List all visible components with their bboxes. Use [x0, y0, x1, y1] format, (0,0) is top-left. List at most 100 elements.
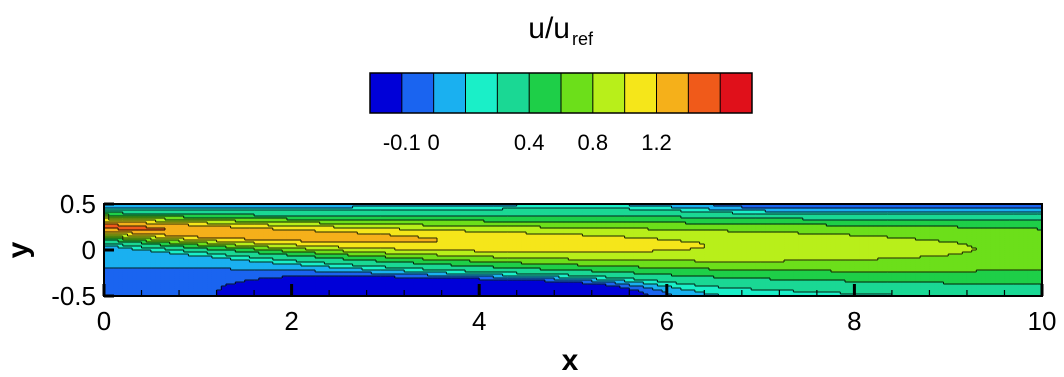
field-cell	[404, 282, 410, 285]
field-cell	[338, 282, 344, 285]
field-cell	[877, 276, 884, 279]
field-cell	[221, 274, 227, 277]
field-cell	[179, 262, 185, 265]
field-cell	[685, 290, 691, 293]
field-cell	[610, 290, 616, 293]
field-cell	[737, 280, 743, 283]
field-cell	[765, 280, 771, 283]
field-cell	[746, 260, 752, 263]
field-cell	[291, 274, 297, 277]
field-cell	[127, 280, 133, 283]
field-cell	[291, 262, 297, 265]
field-cell	[999, 272, 1006, 275]
field-cell	[713, 290, 719, 293]
field-cell	[469, 282, 476, 285]
field-cell	[193, 292, 199, 295]
field-cell	[821, 272, 827, 275]
field-cell	[638, 258, 644, 261]
field-cell	[619, 266, 626, 269]
field-cell	[957, 276, 963, 279]
field-cell	[474, 274, 480, 277]
field-cell	[727, 264, 734, 267]
field-cell	[666, 278, 673, 281]
field-cell	[859, 262, 865, 265]
field-cell	[793, 270, 799, 273]
field-cell	[169, 258, 175, 261]
field-cell	[863, 262, 870, 265]
field-cell	[291, 268, 297, 271]
field-cell	[849, 276, 855, 279]
field-cell	[709, 270, 715, 273]
field-cell	[915, 290, 921, 293]
field-cell	[488, 284, 494, 287]
field-cell	[957, 278, 963, 281]
field-cell	[141, 286, 147, 289]
field-cell	[629, 276, 635, 279]
field-cell	[474, 292, 480, 295]
field-cell	[357, 276, 363, 279]
field-cell	[901, 288, 907, 291]
field-cell	[779, 278, 785, 281]
field-cell	[952, 278, 959, 281]
field-cell	[779, 292, 785, 295]
field-cell	[268, 278, 274, 281]
field-cell	[197, 292, 204, 295]
field-cell	[516, 264, 523, 267]
field-cell	[624, 264, 630, 267]
field-cell	[995, 278, 1001, 281]
field-cell	[455, 258, 462, 261]
field-cell	[291, 264, 297, 267]
field-cell	[225, 288, 232, 291]
field-cell	[713, 266, 719, 269]
field-cell	[873, 270, 879, 273]
field-cell	[863, 288, 870, 291]
field-cell	[347, 282, 354, 285]
field-cell	[160, 262, 166, 265]
field-cell	[104, 278, 110, 281]
field-cell	[540, 290, 546, 293]
colorbar-bin	[370, 73, 403, 113]
field-cell	[427, 258, 433, 261]
field-cell	[934, 260, 940, 263]
field-cell	[183, 284, 190, 287]
field-cell	[164, 286, 171, 289]
field-cell	[633, 272, 640, 275]
field-cell	[108, 286, 114, 289]
field-cell	[315, 280, 321, 283]
field-cell	[493, 288, 499, 291]
field-cell	[596, 286, 602, 289]
field-cell	[535, 266, 541, 269]
field-cell	[943, 292, 949, 295]
colorbar-tick-label: 0.8	[578, 130, 609, 155]
field-cell	[784, 274, 790, 277]
field-cell	[558, 280, 565, 283]
field-cell	[807, 264, 813, 267]
field-cell	[755, 262, 762, 265]
field-cell	[469, 258, 476, 261]
field-cell	[798, 276, 804, 279]
field-cell	[629, 258, 635, 261]
field-cell	[971, 260, 977, 263]
field-cell	[610, 288, 616, 291]
field-cell	[404, 260, 410, 263]
field-cell	[882, 260, 888, 263]
field-cell	[305, 264, 311, 267]
field-cell	[488, 276, 494, 279]
field-cell	[948, 278, 954, 281]
field-cell	[488, 292, 494, 295]
field-cell	[779, 264, 785, 267]
field-cell	[390, 276, 396, 279]
field-cell	[446, 264, 452, 267]
field-cell	[315, 282, 321, 285]
field-cell	[240, 284, 246, 287]
field-cell	[826, 264, 832, 267]
field-cell	[680, 266, 687, 269]
field-cell	[122, 278, 129, 281]
field-cell	[596, 272, 602, 275]
field-cell	[704, 262, 710, 265]
field-cell	[376, 292, 382, 295]
field-cell	[948, 282, 954, 285]
field-cell	[122, 262, 129, 265]
field-cell	[807, 292, 813, 295]
field-cell	[408, 286, 415, 289]
